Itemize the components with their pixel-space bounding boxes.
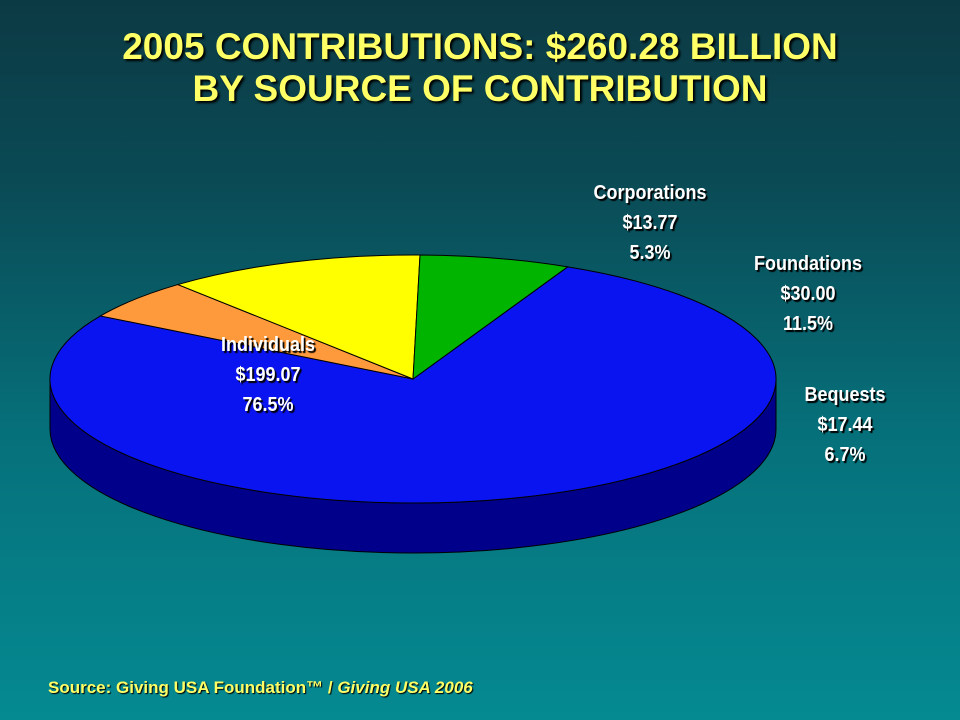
chart-title-line-1: 2005 CONTRIBUTIONS: $260.28 BILLION bbox=[122, 26, 838, 67]
label-bequests-name: Bequests bbox=[804, 384, 886, 406]
label-individuals-percent: 76.5% bbox=[242, 394, 294, 416]
label-corporations-percent: 5.3% bbox=[629, 242, 671, 264]
label-individuals-name: Individuals bbox=[220, 334, 316, 356]
label-individuals-value: $199.07 bbox=[235, 364, 301, 386]
chart-title-line-2: BY SOURCE OF CONTRIBUTION bbox=[192, 68, 768, 109]
pie-slice-foundations bbox=[176, 254, 421, 380]
source-publication: Giving USA 2006 bbox=[337, 678, 473, 697]
label-foundations: Foundations $30.00 11.5% bbox=[736, 249, 880, 339]
label-foundations-name: Foundations bbox=[754, 253, 862, 275]
label-corporations-name: Corporations bbox=[593, 182, 707, 204]
pie-slice-bequests bbox=[412, 254, 569, 381]
label-foundations-percent: 11.5% bbox=[782, 313, 834, 335]
pie-slice-individuals bbox=[49, 266, 777, 504]
label-bequests-value: $17.44 bbox=[817, 414, 873, 436]
label-bequests-percent: 6.7% bbox=[824, 444, 866, 466]
label-foundations-value: $30.00 bbox=[780, 283, 836, 305]
label-corporations-value: $13.77 bbox=[622, 212, 678, 234]
source-note: Source: Giving USA Foundation™ / Giving … bbox=[48, 678, 473, 698]
source-prefix: Source: Giving USA Foundation™ / bbox=[48, 678, 338, 697]
label-bequests: Bequests $17.44 6.7% bbox=[787, 380, 904, 470]
label-individuals: Individuals $199.07 76.5% bbox=[205, 330, 331, 420]
label-corporations: Corporations $13.77 5.3% bbox=[578, 178, 722, 268]
